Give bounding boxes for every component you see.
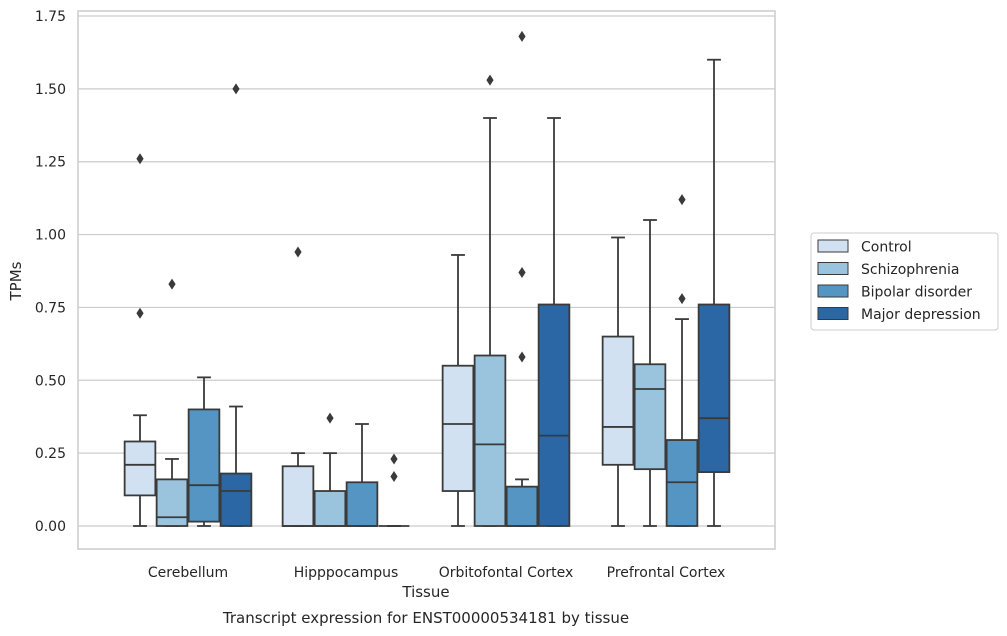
outlier-point bbox=[136, 153, 144, 165]
outlier-point bbox=[678, 293, 686, 305]
plot-area-frame bbox=[77, 10, 776, 550]
box-group bbox=[697, 58, 731, 527]
outlier-point bbox=[518, 266, 526, 278]
box bbox=[505, 485, 539, 527]
boxes bbox=[123, 30, 731, 527]
outlier-point bbox=[390, 453, 398, 465]
box bbox=[633, 363, 667, 471]
x-axis-title: Tissue bbox=[401, 583, 449, 601]
legend-swatch bbox=[817, 284, 849, 298]
outlier-point bbox=[486, 74, 494, 86]
legend-label: Bipolar disorder bbox=[861, 285, 972, 301]
y-tick-label: 1.50 bbox=[35, 82, 66, 98]
y-tick-label: 0.75 bbox=[35, 300, 66, 316]
legend-swatch bbox=[817, 239, 849, 253]
y-tick-label: 1.25 bbox=[35, 155, 66, 171]
outlier-point bbox=[326, 412, 334, 424]
x-tick-label: Hipppocampus bbox=[294, 565, 399, 581]
box bbox=[155, 478, 189, 527]
outlier-point bbox=[136, 307, 144, 319]
box-group bbox=[505, 30, 539, 527]
y-tick-label: 0.25 bbox=[35, 446, 66, 462]
box bbox=[697, 303, 731, 473]
box-group bbox=[313, 412, 347, 527]
x-axis-ticks: Cerebellum Hipppocampus Orbitofontal Corte… bbox=[148, 565, 725, 581]
outlier-point bbox=[518, 30, 526, 42]
outlier-point bbox=[294, 246, 302, 258]
y-axis-ticks: 0.00 0.25 0.50 0.75 1.00 1.25 1.50 1.75 bbox=[35, 9, 66, 535]
box bbox=[187, 408, 221, 523]
box-group bbox=[537, 117, 571, 527]
box-group bbox=[281, 246, 315, 527]
box bbox=[123, 440, 157, 497]
x-tick-label: Prefrontal Cortex bbox=[607, 565, 726, 581]
box-group bbox=[345, 423, 379, 527]
legend-swatch bbox=[817, 262, 849, 275]
x-tick-label: Cerebellum bbox=[148, 565, 228, 581]
outlier-point bbox=[390, 470, 398, 482]
legend: Control Schizophrenia Bipolar disorder Majo… bbox=[810, 232, 999, 331]
box-group bbox=[633, 219, 667, 527]
box bbox=[219, 472, 253, 527]
outlier-point bbox=[678, 194, 686, 206]
outlier-point bbox=[232, 83, 240, 95]
legend-swatch bbox=[817, 307, 849, 320]
box-group bbox=[219, 83, 253, 527]
box-group bbox=[665, 194, 699, 527]
box bbox=[441, 364, 475, 492]
box-group bbox=[155, 278, 189, 527]
legend-label: Major depression bbox=[861, 307, 981, 323]
box bbox=[281, 465, 315, 527]
box-group bbox=[601, 236, 635, 527]
outlier-point bbox=[518, 351, 526, 363]
legend-frame bbox=[810, 232, 999, 331]
x-tick-label: Orbitofontal Cortex bbox=[439, 565, 574, 581]
y-tick-label: 1.75 bbox=[35, 9, 66, 25]
box bbox=[537, 303, 571, 527]
y-tick-label: 0.50 bbox=[35, 373, 66, 389]
box bbox=[313, 490, 347, 527]
box bbox=[601, 335, 635, 466]
chart-caption: Transcript expression for ENST0000053418… bbox=[222, 609, 629, 627]
box-group bbox=[473, 74, 507, 527]
box-group bbox=[378, 453, 410, 527]
y-axis-title: TPMs bbox=[7, 261, 25, 301]
box bbox=[473, 354, 507, 527]
y-tick-label: 0.00 bbox=[35, 519, 66, 535]
box bbox=[345, 481, 379, 527]
legend-label: Control bbox=[861, 240, 912, 256]
legend-label: Schizophrenia bbox=[861, 262, 959, 278]
outlier-point bbox=[168, 278, 176, 290]
y-tick-label: 1.00 bbox=[35, 228, 66, 244]
box-group bbox=[187, 376, 221, 527]
box-group bbox=[123, 153, 157, 527]
box-group bbox=[441, 254, 475, 527]
